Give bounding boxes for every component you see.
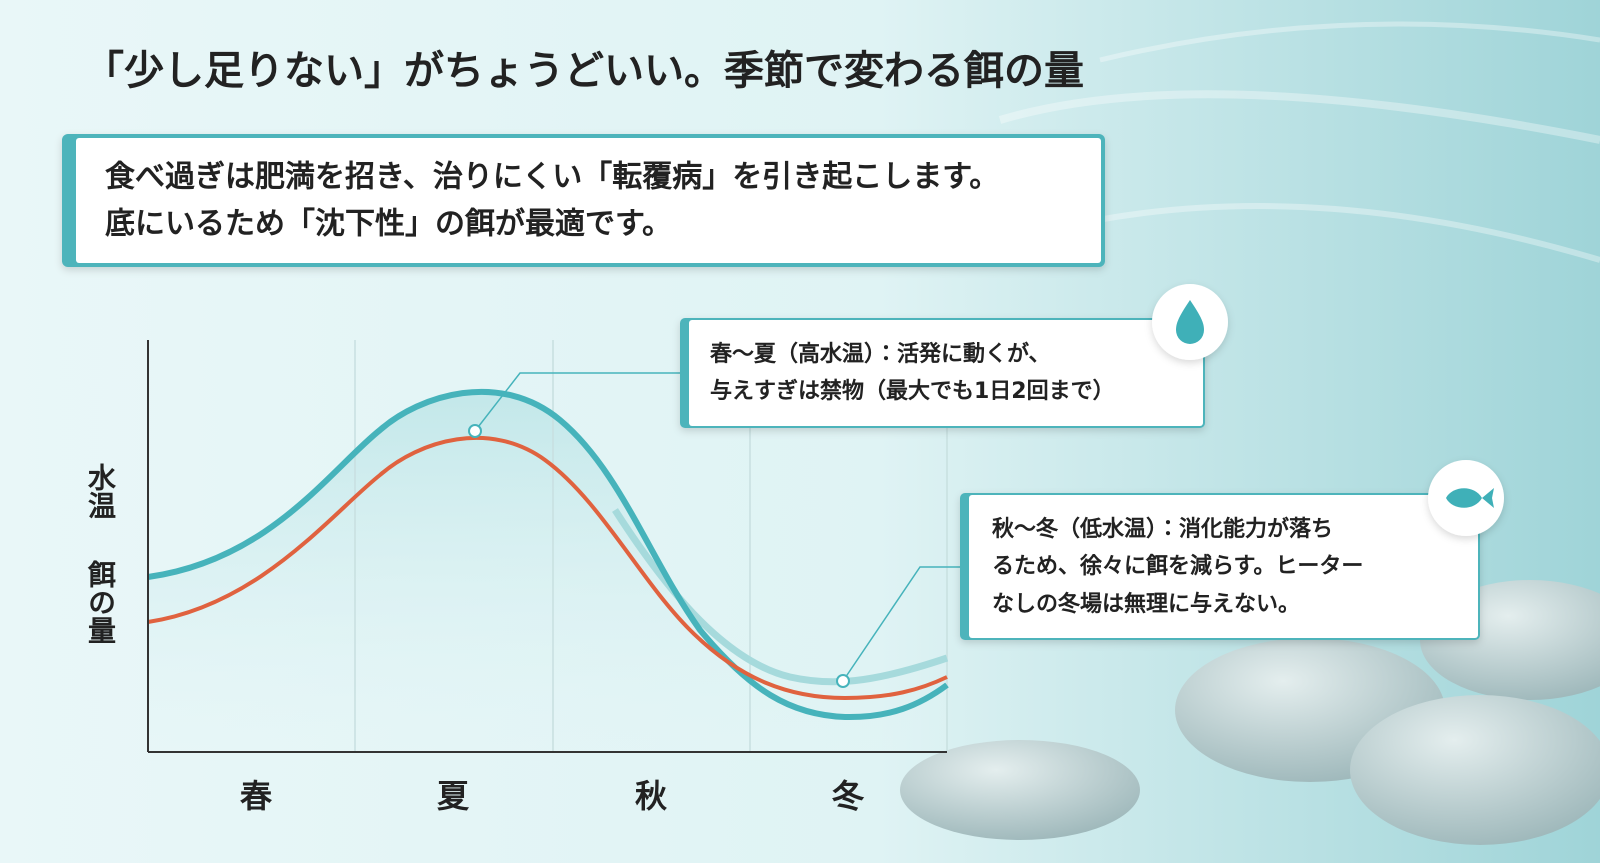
callout-line: 与えすぎは禁物（最大でも1日2回まで） <box>710 378 1115 404</box>
note-line: 食べ過ぎは肥満を招き、治りにくい「転覆病」を引き起こします。 <box>105 160 999 195</box>
chart: 水温 餌の量 春 夏 秋 冬 <box>84 340 949 815</box>
drop-icon <box>1152 284 1228 360</box>
marker <box>468 424 482 438</box>
connectors <box>474 372 962 682</box>
y-label: 餌の量 <box>84 560 117 644</box>
curve-light <box>612 508 949 686</box>
callout-line: るため、徐々に餌を減らす。ヒーター <box>992 553 1363 579</box>
water-ripples <box>998 21 1600 263</box>
note-line: 底にいるため「沈下性」の餌が最適です。 <box>105 207 672 242</box>
area <box>148 391 947 752</box>
callout-line: 秋〜冬（低水温）：消化能力が落ち <box>992 516 1333 542</box>
title: 「少し足りない」がちょうどいい。季節で変わる餌の量 <box>84 48 1084 94</box>
curve-temperature <box>147 388 949 721</box>
marker <box>836 674 850 688</box>
callout-line: なしの冬場は無理に与えない。 <box>992 591 1300 617</box>
curve-feed <box>147 436 948 701</box>
fish-icon <box>1428 460 1504 536</box>
x-label: 冬 <box>832 777 865 815</box>
y-label: 水温 <box>84 463 117 519</box>
note-box <box>62 134 1105 267</box>
x-label: 春 <box>240 777 272 815</box>
callout-box <box>680 318 1205 428</box>
callout-line: 春〜夏（高水温）：活発に動くが、 <box>709 341 1051 367</box>
callout-box <box>960 493 1480 640</box>
x-label: 夏 <box>437 777 470 815</box>
x-label: 秋 <box>635 777 667 815</box>
